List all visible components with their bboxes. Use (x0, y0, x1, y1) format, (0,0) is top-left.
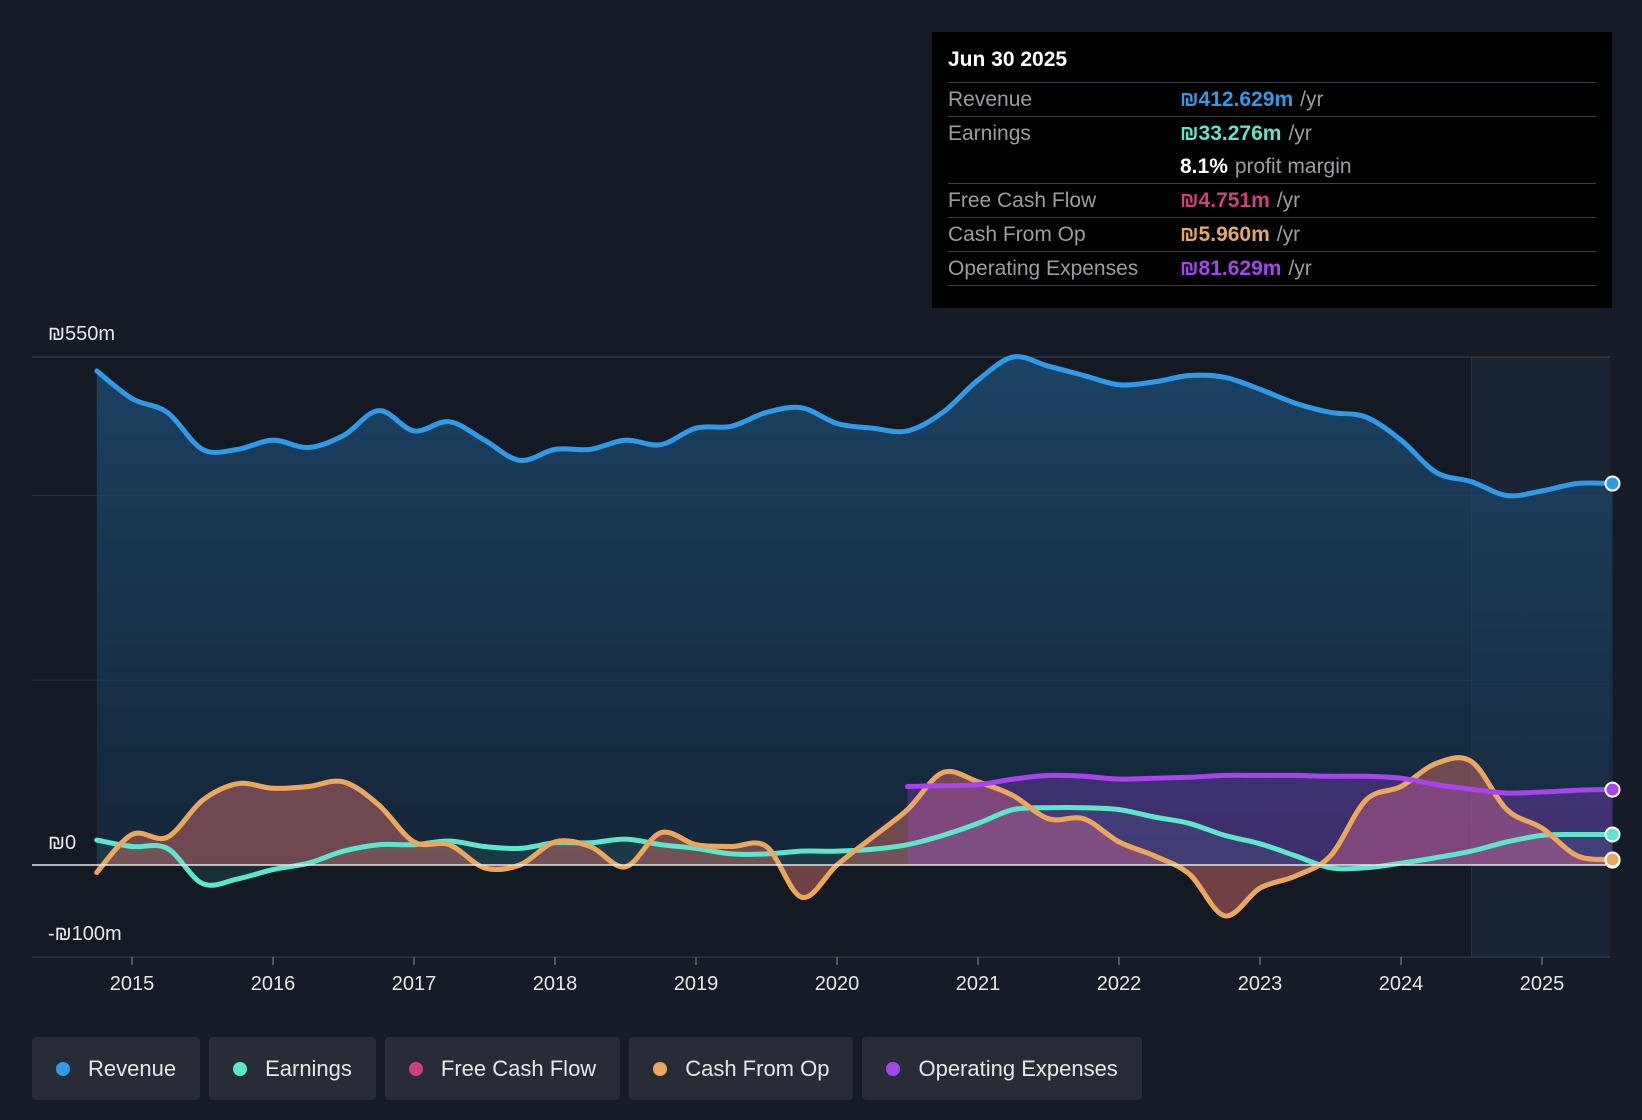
tooltip-opex-value: ₪81.629m (1180, 256, 1282, 280)
legend-label: Operating Expenses (918, 1055, 1118, 1081)
tooltip-margin-pct: 8.1% (1180, 154, 1228, 178)
legend-item-earnings[interactable]: Earnings (209, 1037, 376, 1100)
operating-expenses-dot-icon (886, 1061, 901, 1076)
revenue-line (94, 354, 1615, 499)
data-tooltip: Jun 30 2025 Revenue ₪412.629m /yr Earnin… (932, 32, 1612, 308)
legend-label: Cash From Op (685, 1055, 830, 1081)
revenue-dot-icon (56, 1061, 70, 1076)
legend: Revenue Earnings Free Cash Flow Cash Fro… (32, 1037, 1142, 1100)
x-tick-label: 2025 (1520, 973, 1565, 995)
cash-from-op-line (94, 755, 1615, 919)
legend-item-free-cash-flow[interactable]: Free Cash Flow (384, 1037, 621, 1100)
legend-item-operating-expenses[interactable]: Operating Expenses (862, 1037, 1142, 1100)
series-lines (94, 354, 1615, 919)
axes: ₪550m ₪0 -₪100m 2015 2016 2017 2018 2019 2020… (32, 323, 1610, 995)
x-tick-label: 2016 (251, 973, 296, 995)
legend-item-revenue[interactable]: Revenue (32, 1037, 201, 1100)
revenue-area (96, 356, 1613, 865)
tooltip-row-earnings: Earnings ₪33.276m /yr (948, 117, 1596, 150)
tooltip-fcf-label: Free Cash Flow (948, 188, 1097, 212)
tooltip-fcf-value: ₪4.751m (1180, 188, 1270, 212)
x-tick-label: 2018 (533, 973, 578, 995)
tooltip-row-revenue: Revenue ₪412.629m /yr (948, 83, 1596, 117)
tooltip-cfo-label: Cash From Op (948, 222, 1086, 246)
cash-from-op-area (96, 757, 1613, 916)
tooltip-row-fcf: Free Cash Flow ₪4.751m /yr (948, 184, 1596, 218)
x-tick-label: 2024 (1379, 973, 1424, 995)
tooltip-revenue-unit: /yr (1300, 87, 1324, 111)
tooltip-date: Jun 30 2025 (948, 46, 1596, 83)
legend-label: Free Cash Flow (440, 1055, 597, 1081)
cash-from-op-dot-icon (653, 1061, 668, 1076)
legend-label: Revenue (88, 1055, 177, 1081)
y-top-label: ₪550m (48, 323, 115, 345)
tooltip-revenue-label: Revenue (948, 87, 1033, 111)
free-cash-flow-dot-icon (408, 1061, 423, 1076)
operating-expenses-end-point (1604, 781, 1621, 798)
tooltip-cfo-value: ₪5.960m (1180, 222, 1270, 246)
x-tick-label: 2015 (110, 973, 155, 995)
tooltip-row-margin: 8.1% profit margin (948, 150, 1596, 184)
x-tick-label: 2020 (815, 973, 860, 995)
x-tick-label: 2019 (674, 973, 719, 995)
x-tick-label: 2023 (1238, 973, 1283, 995)
free-cash-flow-area (96, 757, 1613, 916)
tooltip-opex-label: Operating Expenses (948, 256, 1139, 280)
tooltip-earnings-unit: /yr (1288, 121, 1312, 145)
cash-from-op-end-point (1604, 851, 1621, 868)
tooltip-opex-unit: /yr (1288, 256, 1312, 280)
y-zero-label: ₪0 (48, 832, 76, 854)
tooltip-row-opex: Operating Expenses ₪81.629m /yr (948, 252, 1596, 286)
tooltip-fcf-unit: /yr (1276, 188, 1301, 212)
earnings-dot-icon (233, 1061, 248, 1076)
operating-expenses-line (905, 772, 1615, 796)
tooltip-row-cfo: Cash From Op ₪5.960m /yr (948, 218, 1596, 252)
tooltip-earnings-value: ₪33.276m (1180, 121, 1282, 145)
tooltip-margin-text: profit margin (1234, 154, 1352, 178)
y-bottom-label: -₪100m (48, 923, 122, 945)
revenue-end-point (1604, 475, 1621, 492)
x-tick-label: 2017 (392, 973, 437, 995)
earnings-end-point (1604, 826, 1621, 843)
tooltip-earnings-label: Earnings (948, 121, 1031, 145)
x-tick-label: 2022 (1097, 973, 1142, 995)
x-tick-label: 2021 (956, 973, 1001, 995)
legend-label: Earnings (265, 1055, 352, 1081)
series-end-dots (1604, 475, 1621, 869)
legend-item-cash-from-op[interactable]: Cash From Op (629, 1037, 854, 1100)
tooltip-revenue-value: ₪412.629m (1180, 87, 1294, 111)
operating-expenses-area (907, 775, 1613, 865)
tooltip-cfo-unit: /yr (1276, 222, 1301, 246)
